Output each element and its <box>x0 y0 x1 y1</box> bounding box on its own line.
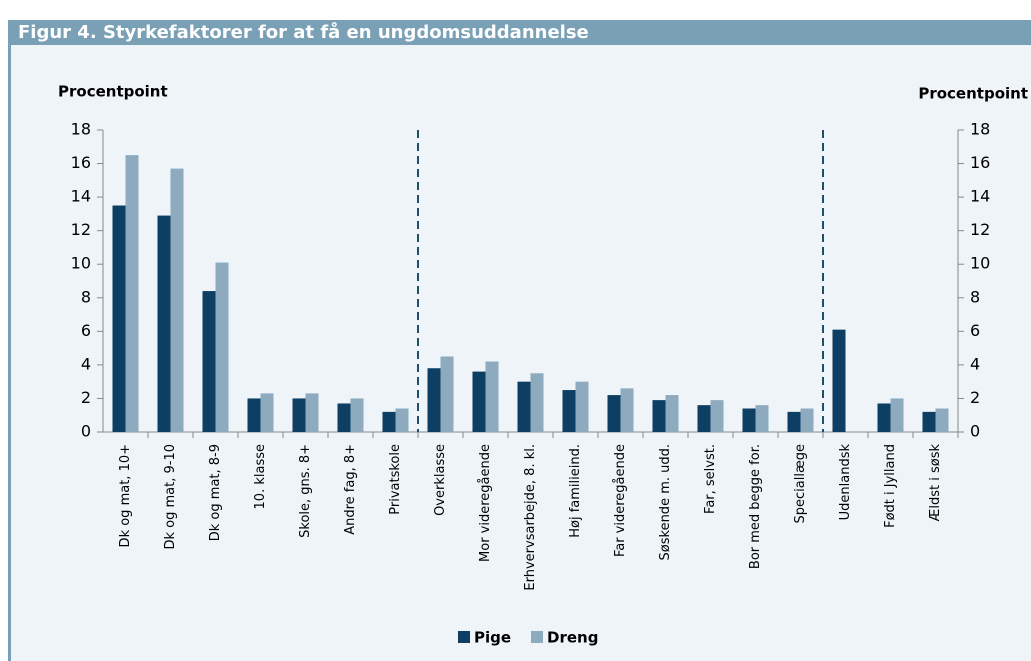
bar <box>260 393 274 432</box>
x-tick-label: Privatskole <box>388 444 403 515</box>
y-tick-label: 4 <box>81 354 91 373</box>
y2-tick-label: 0 <box>970 422 980 441</box>
bar <box>157 215 171 432</box>
y2-tick-label: 6 <box>970 321 980 340</box>
bar <box>697 405 711 432</box>
x-tick-label: Far videregående <box>613 444 628 557</box>
y2-tick-label: 16 <box>970 153 990 172</box>
bar <box>305 393 319 432</box>
panel-border <box>8 45 11 661</box>
x-tick-label: Dk og mat, 8-9 <box>208 444 223 541</box>
x-tick-label: Høj familieind. <box>568 444 583 538</box>
y-tick-label: 14 <box>71 187 91 206</box>
y2-tick-label: 14 <box>970 187 990 206</box>
bar <box>787 411 801 432</box>
legend: Pige Dreng <box>458 629 598 647</box>
bar <box>710 400 724 432</box>
y2-tick-label: 12 <box>970 220 990 239</box>
bar <box>530 373 544 432</box>
bar <box>517 381 531 432</box>
y2-axis-label: Procentpoint <box>918 85 1028 103</box>
y2-tick-label: 8 <box>970 287 980 306</box>
legend-swatch <box>458 631 470 643</box>
x-tick-label: Dk og mat, 9-10 <box>163 444 178 550</box>
bar <box>292 398 306 432</box>
bar <box>665 395 679 432</box>
y-tick-label: 12 <box>71 220 91 239</box>
y-tick-label: 16 <box>71 153 91 172</box>
y-tick-label: 8 <box>81 287 91 306</box>
x-tick-label: Skole, gns. 8+ <box>298 444 313 538</box>
bar <box>562 390 576 432</box>
x-tick-label: Bor med begge for. <box>748 444 763 569</box>
bar <box>395 408 409 432</box>
bar <box>607 395 621 432</box>
bar <box>877 403 891 432</box>
x-tick-label: Mor videregående <box>478 444 493 562</box>
legend-label: Pige <box>474 629 511 647</box>
title-bar <box>8 20 1031 45</box>
x-tick-label: Søskende m. udd. <box>658 444 673 560</box>
bar <box>350 398 364 432</box>
bar <box>215 262 229 432</box>
x-tick-label: Udenlandsk <box>838 444 853 521</box>
x-tick-label: Andre fag, 8+ <box>343 444 358 535</box>
y-tick-label: 10 <box>71 254 91 273</box>
bar <box>170 168 184 433</box>
bar <box>832 329 846 432</box>
bar <box>742 408 756 432</box>
y2-tick-label: 10 <box>970 254 990 273</box>
bar <box>440 356 454 432</box>
chart-title: Figur 4. Styrkefaktorer for at få en ung… <box>18 21 589 43</box>
bar <box>922 411 936 432</box>
y2-tick-label: 18 <box>970 120 990 139</box>
x-tick-label: Erhvervsarbejde, 8. kl. <box>523 444 538 591</box>
y-tick-label: 0 <box>81 422 91 441</box>
y2-tick-label: 4 <box>970 354 980 373</box>
y-tick-label: 2 <box>81 388 91 407</box>
bar <box>382 411 396 432</box>
bar <box>575 381 589 432</box>
bar <box>472 371 486 432</box>
x-tick-label: Overklasse <box>433 444 448 516</box>
legend-swatch <box>531 631 543 643</box>
bar <box>427 368 441 432</box>
x-tick-label: Speciallæge <box>793 444 808 523</box>
x-tick-label: Dk og mat, 10+ <box>118 444 133 547</box>
x-tick-label: Far, selvst. <box>703 444 718 514</box>
bar <box>112 205 126 432</box>
bar <box>337 403 351 432</box>
bar <box>485 361 499 432</box>
bar <box>620 388 634 432</box>
y2-tick-label: 2 <box>970 388 980 407</box>
bar <box>247 398 261 432</box>
bar <box>125 155 139 432</box>
legend-label: Dreng <box>547 629 598 647</box>
bar <box>755 405 769 432</box>
y-tick-label: 18 <box>71 120 91 139</box>
bar <box>800 408 814 432</box>
bar <box>202 291 216 432</box>
bar <box>935 408 949 432</box>
x-tick-label: Ældst i søsk <box>928 444 943 522</box>
x-tick-label: Født i Jylland <box>883 444 898 528</box>
y-axis-label: Procentpoint <box>58 83 168 101</box>
bar <box>652 400 666 432</box>
y-tick-label: 6 <box>81 321 91 340</box>
x-tick-label: 10. klasse <box>253 444 268 509</box>
bar <box>890 398 904 432</box>
